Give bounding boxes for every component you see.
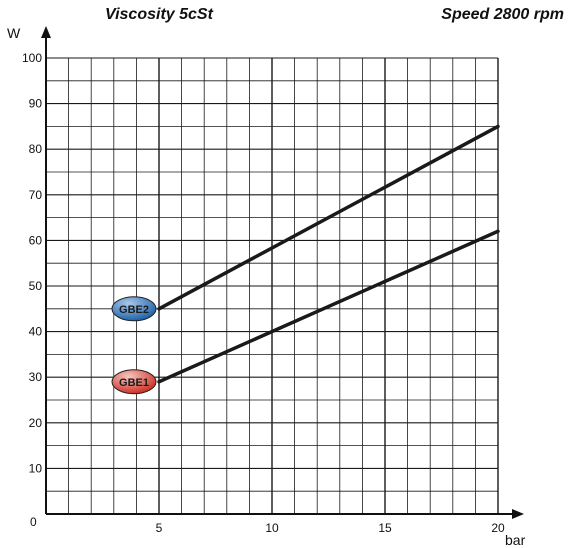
y-tick-label: 100 [22, 51, 42, 65]
series-marker-ellipse [111, 369, 157, 395]
series-marker-ellipse [111, 296, 157, 322]
y-tick-label: 50 [29, 279, 43, 293]
y-tick-label: 60 [29, 233, 43, 247]
series-markers: GBE2 GBE1 [111, 296, 157, 395]
y-tick-label: 20 [29, 416, 43, 430]
grid [46, 57, 499, 514]
x-tick-label: 15 [378, 521, 392, 535]
y-tick-label: 90 [29, 97, 43, 111]
chart-subtitle-viscosity: Viscosity 5cSt [105, 6, 213, 23]
x-tick-label: 20 [491, 521, 505, 535]
y-tick-label: 40 [29, 325, 43, 339]
series [157, 124, 500, 384]
axes [41, 26, 524, 519]
series-line-gbe1 [157, 229, 500, 384]
series-line-gbe2 [157, 124, 500, 311]
series-name-label: GBE2 [119, 304, 149, 316]
x-tick-label: 5 [156, 521, 163, 535]
series-marker-gbe1: GBE1 [111, 369, 157, 395]
y-tick-label: 80 [29, 142, 43, 156]
chart-subtitle-speed: Speed 2800 rpm [441, 6, 564, 23]
x-axis-arrow [512, 509, 524, 519]
y-axis-arrow [41, 26, 51, 38]
y-axis-label: W [7, 25, 21, 41]
series-name-label: GBE1 [119, 377, 149, 389]
tick-labels: 0 5 10 15 20 10 20 30 40 50 60 70 80 90 100 [22, 51, 505, 535]
x-tick-label: 10 [265, 521, 279, 535]
y-tick-label: 30 [29, 370, 43, 384]
y-tick-label: 70 [29, 188, 43, 202]
x-axis-label: bar [505, 532, 526, 548]
y-tick-label: 10 [29, 461, 43, 475]
origin-tick-label: 0 [30, 515, 37, 529]
series-marker-gbe2: GBE2 [111, 296, 157, 322]
